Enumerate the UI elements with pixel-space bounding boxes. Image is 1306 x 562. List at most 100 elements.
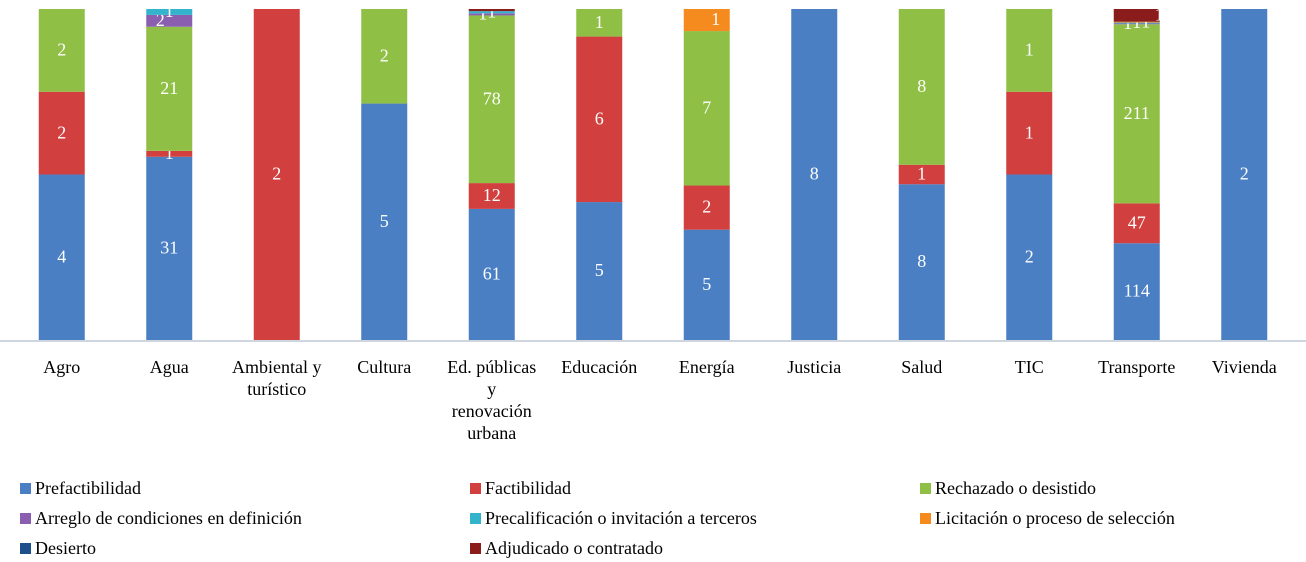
legend-label: Rechazado o desistido [935, 477, 1096, 498]
data-label: 1 [165, 143, 174, 163]
bar-segment [253, 9, 300, 340]
legend-label: Precalificación o invitación a terceros [485, 507, 757, 528]
bar-segment [146, 26, 193, 151]
bar-segment [1006, 9, 1053, 92]
data-label: 1 [1025, 122, 1034, 142]
x-tick-label: Transporte [1098, 357, 1176, 377]
legend-entry: Desierto [20, 537, 96, 559]
legend-label: Prefactibilidad [35, 477, 141, 498]
data-label: 6 [595, 108, 604, 128]
data-label: 1 [165, 1, 174, 21]
bar-segment [468, 15, 515, 184]
legend-entry: Prefactibilidad [20, 477, 141, 499]
data-label: 1 [917, 164, 926, 184]
legend-entry: Licitación o proceso de selección [920, 507, 1175, 529]
bar-segment [791, 9, 838, 340]
bar-segment [1113, 243, 1160, 340]
bar-segment [468, 208, 515, 340]
data-label: 5 [702, 274, 711, 294]
bar-segment [468, 11, 515, 14]
legend-entry: Rechazado o desistido [920, 477, 1096, 499]
bar-segment [146, 14, 193, 27]
bar-segment [898, 164, 945, 185]
bar-segment [468, 9, 515, 12]
data-label: 78 [483, 88, 501, 108]
bar-segment [576, 202, 623, 340]
legend-entry: Precalificación o invitación a terceros [470, 507, 757, 529]
bar-segment [1113, 22, 1160, 24]
x-tick-label: Salud [901, 357, 943, 377]
data-label: 4 [57, 246, 66, 266]
legend-label: Factibilidad [485, 477, 571, 498]
data-label: 1 [711, 9, 720, 29]
bar-segment [1113, 23, 1160, 25]
legend-label: Desierto [35, 537, 96, 558]
bar-segment [683, 229, 730, 340]
x-tick-label: Vivienda [1211, 357, 1277, 377]
bar-segment [146, 156, 193, 340]
x-tick-label: Ambiental y turístico [232, 357, 322, 399]
data-label: 5 [380, 211, 389, 231]
bar-segment [576, 9, 623, 37]
bar-segment [576, 36, 623, 203]
data-label: 8 [810, 164, 819, 184]
data-label: 12 [483, 185, 501, 205]
data-label: 47 [1128, 212, 1146, 232]
data-label: 1 [514, 0, 523, 19]
legend-label: Adjudicado o contratado [485, 537, 663, 558]
bar-segment [683, 31, 730, 186]
bar-segment [1006, 91, 1053, 175]
legend-swatch [920, 482, 931, 494]
bar-segment [1113, 9, 1160, 22]
bar-segment [683, 185, 730, 230]
bar-segment [38, 9, 85, 92]
bar-segment [38, 91, 85, 175]
data-label: 2 [380, 45, 389, 65]
data-label: 15 [1155, 4, 1173, 24]
x-tick-label: Ed. públicas y renovación urbana [447, 357, 537, 443]
x-tick-label: Cultura [357, 357, 412, 377]
data-label: 8 [917, 76, 926, 96]
legend-swatch [470, 512, 481, 524]
data-label: 2 [156, 10, 165, 30]
data-label: 2 [272, 164, 281, 184]
bar-segment [1113, 21, 1160, 23]
bar-segment [1006, 174, 1053, 340]
bar-segment [1113, 24, 1160, 204]
bar-segment [38, 174, 85, 340]
legend-swatch [920, 512, 931, 524]
x-tick-label: Educación [561, 357, 638, 377]
data-label: 1 [595, 12, 604, 32]
bar-segment [1221, 9, 1268, 340]
x-tick-label: Justicia [787, 357, 842, 377]
data-label: 2 [702, 197, 711, 217]
legend-entry: Arreglo de condiciones en definición [20, 507, 302, 529]
bar-segment [1113, 203, 1160, 244]
legend-entry: Factibilidad [470, 477, 571, 499]
data-label: 31 [160, 238, 178, 258]
legend-label: Arreglo de condiciones en definición [35, 507, 302, 528]
data-label: 2 [57, 122, 66, 142]
legend-swatch [470, 542, 481, 554]
bar-segment [898, 9, 945, 165]
data-label: 2 [1025, 246, 1034, 266]
data-label: 2 [1240, 164, 1249, 184]
legend-swatch [20, 482, 31, 494]
legend-swatch [20, 512, 31, 524]
x-tick-label: Agua [149, 357, 189, 377]
bar-segment [361, 9, 408, 104]
x-tick-label: Agro [43, 357, 81, 377]
bar-segment [468, 183, 515, 209]
data-label: 7 [702, 97, 711, 117]
x-tick-label: Energía [678, 357, 735, 377]
data-label: 21 [160, 78, 178, 98]
data-label: 1 [478, 3, 487, 23]
data-label: 114 [1124, 281, 1150, 301]
data-label: 61 [483, 264, 501, 284]
bar-segment [146, 9, 193, 15]
bar-segment [468, 13, 515, 16]
bar-segment [683, 9, 730, 32]
data-label: 8 [917, 251, 926, 271]
